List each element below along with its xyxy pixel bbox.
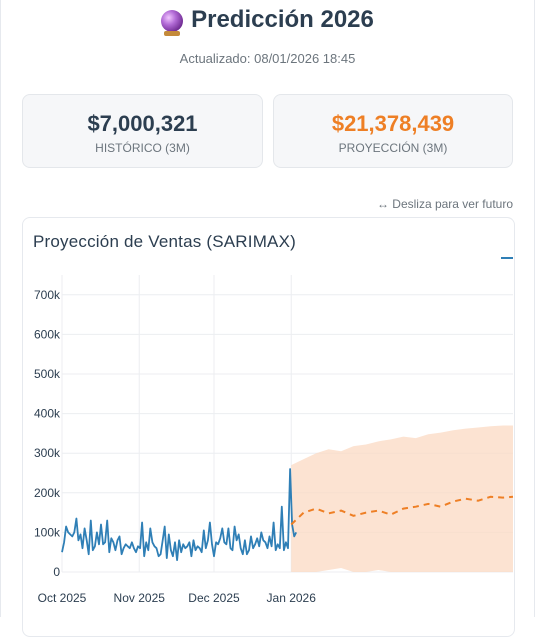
header: Predicción 2026 Actualizado: 08/01/2026 … [0,6,535,66]
y-tick-label: 300k [34,446,61,460]
historic-summary-card: $7,000,321 HISTÓRICO (3M) [22,94,263,168]
scroll-hint: ↔ Desliza para ver futuro [376,197,513,211]
title-row: Predicción 2026 [161,6,374,36]
y-tick-label: 100k [34,525,61,539]
y-tick-label: 700k [34,288,61,302]
sales-forecast-chart[interactable]: 0 100k 200k 300k 400k 500k 600k 700k Oct 2025 Nov… [0,0,535,617]
page-title: Predicción 2026 [191,6,374,33]
x-tick-label: Oct 2025 [38,591,87,605]
y-tick-label: 200k [34,486,61,500]
x-tick-label: Dec 2025 [188,591,240,605]
x-tick-label: Nov 2025 [114,591,166,605]
historic-total-label: HISTÓRICO (3M) [95,141,190,155]
last-updated-text: Actualizado: 08/01/2026 18:45 [179,51,356,66]
x-tick-label: Jan 2026 [267,591,317,605]
historical-sales-line [61,468,298,561]
y-tick-label: 400k [34,407,61,421]
crystal-ball-icon [161,10,184,36]
left-frame-border [0,0,1,617]
historic-total-value: $7,000,321 [87,111,198,136]
legend-series-marker[interactable] [501,257,513,259]
projection-total-label: PROYECCIÓN (3M) [338,141,448,155]
y-tick-label: 0 [53,565,60,579]
y-tick-label: 600k [34,327,61,341]
projection-total-value: $21,378,439 [331,111,455,136]
y-tick-label: 500k [34,367,61,381]
forecast-confidence-band [291,425,513,572]
projection-summary-card: $21,378,439 PROYECCIÓN (3M) [273,94,513,168]
forecast-sales-line [290,495,514,526]
chart-title: Proyección de Ventas (SARIMAX) [33,232,297,251]
